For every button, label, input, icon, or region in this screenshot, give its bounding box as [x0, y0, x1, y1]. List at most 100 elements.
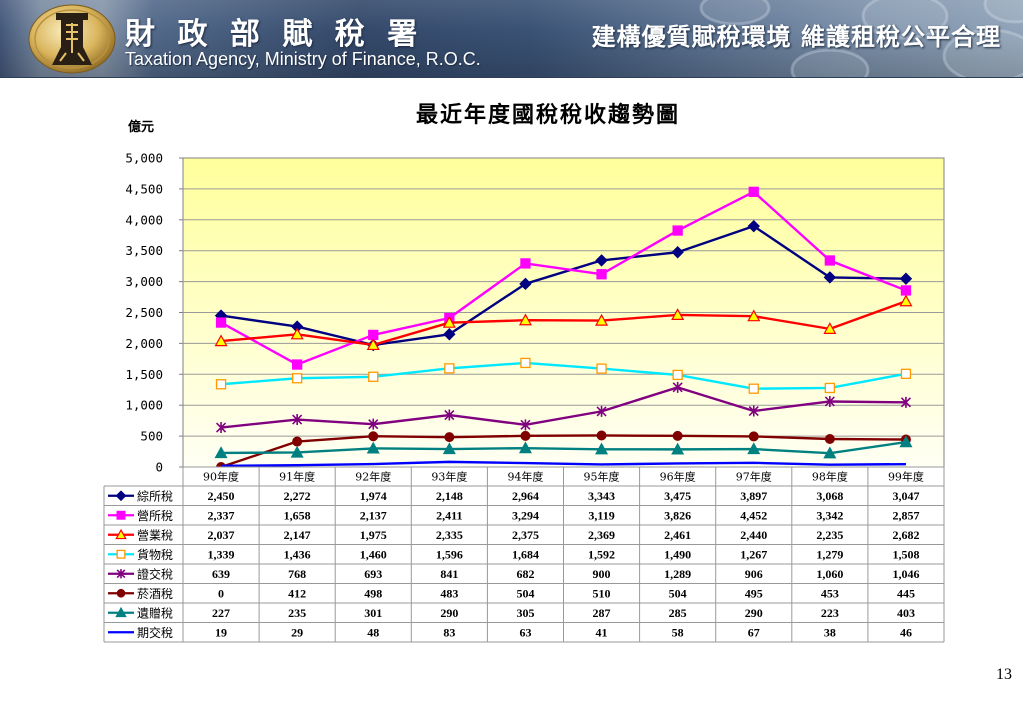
data-table-cell: 1,046 — [892, 567, 919, 581]
data-table-cell: 3,047 — [892, 489, 919, 503]
data-point — [444, 409, 455, 421]
data-point — [823, 322, 837, 334]
data-point — [748, 383, 759, 394]
legend-key-marker — [116, 569, 126, 579]
series-label: 遺贈稅 — [137, 605, 173, 620]
category-label: 93年度 — [431, 470, 467, 484]
data-table-cell: 1,592 — [588, 547, 615, 561]
data-table-cell: 2,857 — [892, 508, 919, 522]
data-point — [824, 434, 835, 445]
data-table-cell: 3,119 — [588, 508, 614, 522]
data-table-cell: 1,596 — [436, 547, 463, 561]
series-line — [220, 300, 907, 347]
series-group — [214, 219, 913, 352]
data-point — [596, 269, 607, 280]
data-table-cell: 639 — [212, 567, 230, 581]
data-point — [824, 395, 835, 407]
data-table-cell: 1,975 — [360, 528, 387, 542]
data-point — [672, 381, 683, 393]
y-tick-label: 5,000 — [125, 151, 163, 166]
data-point — [444, 363, 455, 374]
series-label: 營業稅 — [137, 528, 173, 542]
data-table-cell: 3,897 — [740, 489, 767, 503]
data-table-cell: 1,279 — [816, 547, 843, 561]
data-table-cell: 3,826 — [664, 508, 691, 522]
data-table-cell: 58 — [672, 625, 684, 639]
data-point — [672, 369, 683, 381]
data-table-cell: 67 — [748, 625, 760, 639]
y-tick-label: 4,500 — [125, 181, 163, 196]
y-tick-label: 1,500 — [125, 367, 163, 382]
table-row: 貨物稅 1,339 1,436 1,460 1,596 1,684 1,592 1,490 1,… — [108, 547, 919, 562]
data-table-cell: 235 — [288, 606, 306, 620]
data-table-cell: 900 — [593, 567, 611, 581]
series-label: 綜所稅 — [137, 489, 173, 503]
data-table-cell: 2,147 — [284, 528, 311, 542]
data-table-cell: 3,343 — [588, 489, 615, 503]
data-table-cell: 2,682 — [892, 528, 919, 542]
data-point — [518, 441, 532, 454]
data-table-cell: 2,337 — [208, 508, 235, 522]
data-table-cell: 287 — [593, 606, 611, 620]
data-point — [368, 371, 379, 382]
data-table-cell: 2,137 — [360, 508, 387, 522]
data-table-cell: 2,964 — [512, 489, 539, 503]
data-point — [214, 446, 228, 459]
data-table-cell: 495 — [745, 586, 763, 600]
data-point — [520, 430, 531, 441]
data-point — [443, 328, 456, 341]
data-table-cell: 1,684 — [512, 547, 539, 561]
data-table-cell: 2,375 — [512, 528, 539, 542]
data-point — [671, 442, 685, 455]
data-table-cell: 1,267 — [740, 547, 767, 561]
data-point — [824, 382, 835, 394]
series-line — [220, 386, 906, 429]
data-table-cell: 2,148 — [436, 489, 463, 503]
table-row: 遺贈稅 227 235 301 290 305 287 285 290 223 403 — [108, 605, 915, 620]
data-point — [215, 422, 227, 434]
y-tick-label: 500 — [140, 429, 163, 444]
category-label: 95年度 — [584, 470, 620, 484]
data-point — [520, 258, 531, 269]
category-label: 97年度 — [736, 470, 772, 484]
data-point — [671, 246, 684, 259]
data-point — [824, 255, 835, 266]
data-point — [900, 285, 912, 296]
category-label: 90年度 — [203, 470, 239, 484]
data-point — [899, 435, 913, 448]
y-tick-label: 3,000 — [125, 274, 163, 289]
data-point — [900, 368, 912, 379]
data-table-cell: 498 — [364, 586, 382, 600]
data-point — [518, 313, 532, 326]
series-label: 期交稅 — [137, 625, 173, 640]
data-point — [823, 271, 837, 284]
table-row: 期交稅 19 29 48 83 63 41 58 67 38 46 — [108, 625, 912, 640]
data-point — [596, 430, 607, 441]
data-table-cell: 1,289 — [664, 567, 691, 581]
data-point — [900, 396, 912, 408]
series-group — [221, 460, 906, 468]
data-table-cell: 483 — [440, 586, 458, 600]
category-label: 92年度 — [355, 470, 391, 484]
data-table-cell: 83 — [443, 625, 455, 639]
data-table-cell: 285 — [669, 606, 687, 620]
data-point — [519, 277, 532, 291]
data-point — [215, 317, 227, 328]
data-point — [899, 294, 913, 307]
y-tick-label: 2,000 — [125, 336, 163, 351]
data-table: 90年度 91年度 92年度 93年度 94年度 95年度 96年度 97年度 98年度 99年度… — [103, 466, 945, 643]
data-point — [671, 308, 685, 321]
series-line — [220, 190, 907, 366]
data-table-cell: 290 — [440, 606, 458, 620]
data-point — [520, 357, 531, 369]
table-row: 菸酒稅 0 412 498 483 504 510 504 495 453 445 — [108, 586, 915, 601]
y-tick-label: 2,500 — [125, 305, 163, 320]
data-table-cell: 1,658 — [284, 508, 311, 522]
data-table-cell: 1,436 — [284, 547, 311, 561]
data-table-cell: 2,335 — [436, 528, 463, 542]
data-point — [442, 315, 456, 328]
data-point — [823, 446, 837, 459]
y-axis: 0 500 1,000 1,500 2,000 2,500 3,000 3,500 4,000 4… — [125, 151, 183, 475]
legend-key-marker — [115, 490, 127, 502]
data-table-cell: 305 — [516, 606, 534, 620]
